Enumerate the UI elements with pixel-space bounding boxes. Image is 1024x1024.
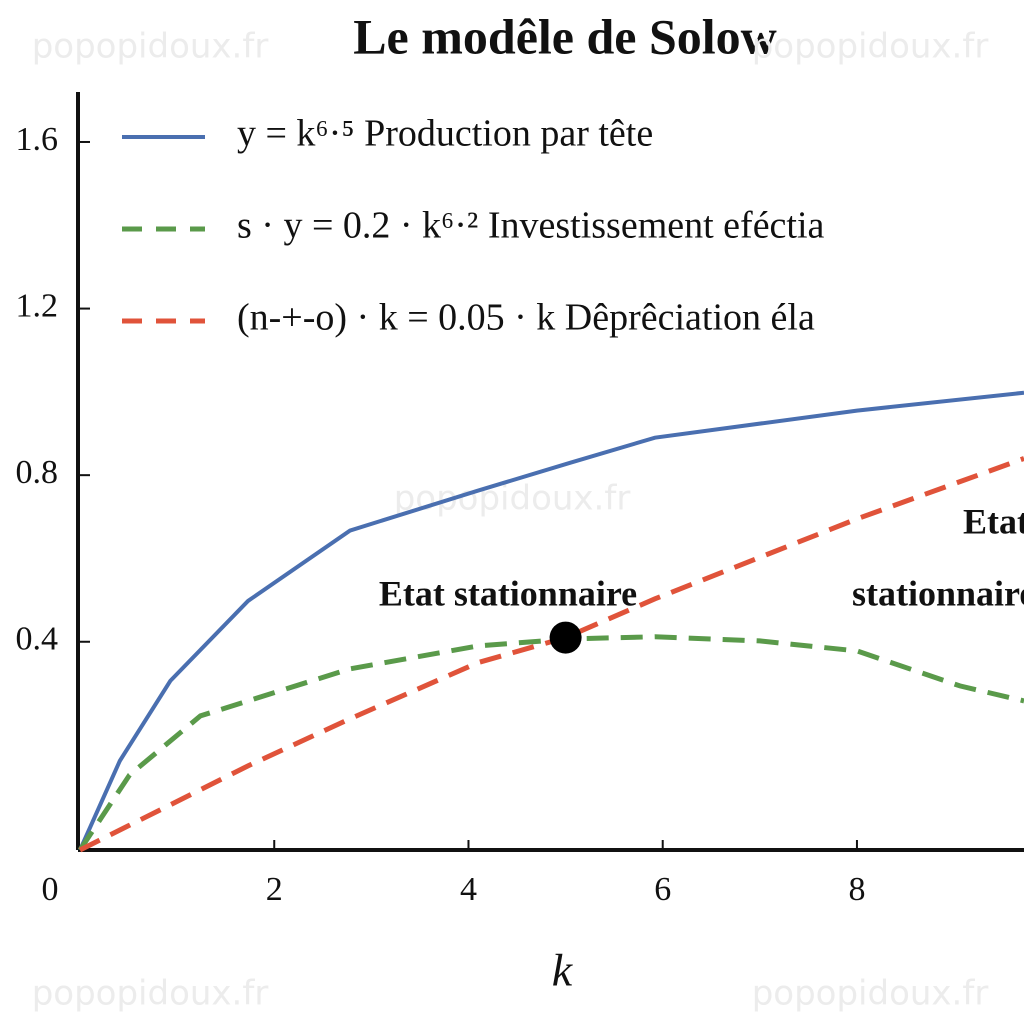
y-tick-label: 1.6 <box>16 121 59 158</box>
watermark: popopidoux.fr <box>394 479 631 519</box>
y-tick-label: 1.2 <box>16 287 59 324</box>
annotation: stationnaire <box>852 573 1024 613</box>
line <box>78 456 1024 853</box>
x-tick-label: 4 <box>460 871 477 908</box>
annotation: Etat stationnaire <box>379 573 637 613</box>
watermark: popopidoux.fr <box>752 27 989 67</box>
watermark: popopidoux.fr <box>32 27 269 67</box>
chart-title: Le modêle de Solow <box>353 8 777 64</box>
legend-label: (n-+-o) · k = 0.05 · k Dêprêciation éla <box>237 297 815 339</box>
x-tick-label: 2 <box>266 871 283 908</box>
legend-label: s · y = 0.2 · k⁶·² Investissement efécti… <box>237 205 825 247</box>
x-tick-label: 6 <box>654 871 671 908</box>
steady-state-point <box>549 621 582 654</box>
legend-label: y = k⁶·⁵ Production par tête <box>237 113 653 155</box>
line <box>78 390 1024 851</box>
watermark: popopidoux.fr <box>32 974 269 1014</box>
y-tick-label: 0.8 <box>16 454 59 491</box>
watermark: popopidoux.fr <box>752 974 989 1014</box>
x-axis-label: k <box>552 945 574 996</box>
y-tick-label: 0.4 <box>16 621 59 658</box>
x-tick-label: 8 <box>848 871 865 908</box>
line <box>77 634 1024 852</box>
annotation: Etat <box>963 501 1024 541</box>
x-tick-label: 0 <box>42 871 59 908</box>
